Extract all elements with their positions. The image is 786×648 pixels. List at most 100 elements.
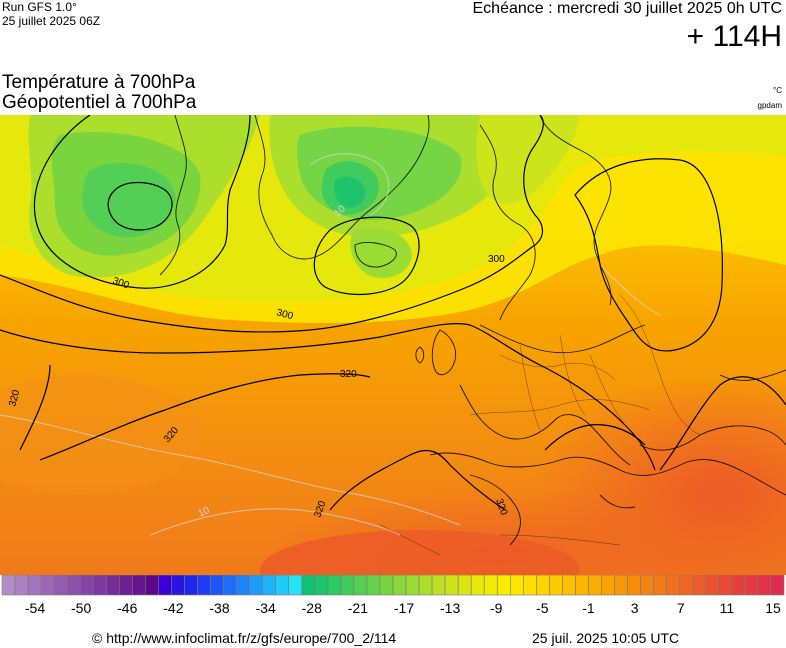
- contour-320-main: [0, 322, 656, 471]
- color-swatch: [14, 575, 29, 596]
- source-url[interactable]: © http://www.infoclimat.fr/z/gfs/europe/…: [92, 630, 397, 646]
- color-swatch: [366, 575, 381, 596]
- color-swatch: [27, 575, 42, 596]
- run-label: Run GFS 1.0°: [2, 0, 77, 14]
- color-swatch: [666, 575, 681, 596]
- color-swatch: [588, 575, 602, 596]
- contour-label-320-center: 320: [340, 369, 357, 380]
- color-swatch: [262, 575, 277, 596]
- map-title-geopotential: Géopotentiel à 700hPa: [2, 92, 197, 113]
- contour-label-300-center: 300: [275, 307, 294, 322]
- color-swatch: [119, 575, 133, 596]
- warm-zone-africa: [260, 530, 580, 575]
- color-swatch: [744, 575, 759, 596]
- color-scale-tick-label: -28: [301, 600, 322, 616]
- contour-320-east: [659, 376, 786, 471]
- color-scale-tick-label: 15: [765, 600, 781, 616]
- color-swatch: [509, 575, 524, 596]
- contour-300-main: [0, 115, 544, 333]
- color-swatch: [379, 575, 394, 596]
- cold-zone-iceland: [350, 227, 412, 279]
- generation-time: 25 juil. 2025 10:05 UTC: [532, 630, 680, 646]
- color-swatch: [679, 575, 694, 596]
- cold-zone-scandinavia: [476, 115, 580, 204]
- color-swatch: [549, 575, 563, 596]
- color-swatch: [132, 575, 146, 596]
- color-swatch: [483, 575, 498, 596]
- color-swatch: [340, 575, 355, 596]
- color-swatch: [210, 575, 224, 596]
- color-swatch: [40, 575, 55, 596]
- cold-zone-north-center: [334, 176, 366, 208]
- color-scale-tick-label: -38: [209, 600, 230, 616]
- color-swatch: [418, 575, 433, 596]
- color-swatch: [562, 575, 576, 596]
- contour-300-east: [574, 158, 723, 352]
- color-swatch: [301, 575, 316, 596]
- color-scale-tick-label: 3: [630, 600, 639, 616]
- unit-geopotential: gpdam: [757, 101, 782, 110]
- color-swatch: [197, 575, 211, 596]
- color-swatch: [457, 575, 472, 596]
- isotherm-label-10-west: 10: [197, 505, 212, 520]
- color-swatch: [627, 575, 641, 596]
- unit-temperature: °C: [773, 86, 782, 95]
- color-scale-tick-label: -1: [582, 600, 595, 616]
- color-swatch: [314, 575, 329, 596]
- color-swatch: [53, 575, 68, 596]
- lead-time: + 114H: [686, 20, 782, 53]
- color-swatch: [223, 575, 237, 596]
- color-scale-tick-label: -50: [71, 600, 92, 616]
- color-scale-tick-label: -42: [163, 600, 184, 616]
- color-swatch: [275, 575, 290, 596]
- color-swatch: [653, 575, 667, 596]
- color-swatch: [158, 575, 172, 596]
- contour-300-low-north: [313, 216, 420, 296]
- contour-label-300-east: 300: [488, 254, 505, 265]
- country-borders: [379, 294, 701, 556]
- color-swatch: [496, 575, 511, 596]
- color-swatch: [353, 575, 368, 596]
- color-swatch: [601, 575, 615, 596]
- color-swatch: [718, 575, 733, 596]
- cold-zone-west-inner: [81, 163, 176, 238]
- color-swatch: [184, 575, 198, 596]
- forecast-valid-time: Echéance : mercredi 30 juillet 2025 0h U…: [472, 0, 783, 17]
- color-scale-tick-label: -5: [536, 600, 549, 616]
- color-swatch: [523, 575, 537, 596]
- color-swatch: [1, 575, 16, 596]
- color-scale-tick-label: -34: [255, 600, 276, 616]
- contour-300-low-west: [107, 181, 173, 231]
- contour-320-southeast: [544, 424, 646, 451]
- color-swatch: [731, 575, 746, 596]
- run-date: 25 juillet 2025 06Z: [2, 14, 101, 28]
- color-swatch: [66, 575, 81, 596]
- geopotential-contours: [0, 115, 786, 511]
- color-scale-tick-label: -21: [347, 600, 368, 616]
- contour-320-south: [329, 450, 506, 511]
- color-swatch: [705, 575, 720, 596]
- coastlines: [159, 115, 786, 546]
- color-swatch: [92, 575, 107, 596]
- color-swatch: [614, 575, 628, 596]
- color-scale-tick-label: -46: [117, 600, 138, 616]
- color-swatch: [145, 575, 159, 596]
- color-scale-tick-label: 11: [719, 600, 735, 616]
- color-swatch: [405, 575, 420, 596]
- color-swatch: [79, 575, 94, 596]
- color-swatch: [392, 575, 407, 596]
- color-scale: [1, 575, 785, 596]
- color-scale-tick-label: -9: [490, 600, 503, 616]
- contour-320-mid: [39, 373, 371, 461]
- color-swatch: [757, 575, 772, 596]
- color-swatch: [536, 575, 550, 596]
- isotherms: [0, 153, 661, 536]
- contour-300-outer-west: [33, 115, 251, 289]
- color-swatch: [249, 575, 263, 596]
- color-swatch: [171, 575, 185, 596]
- color-swatch: [327, 575, 342, 596]
- map-title-temperature: Température à 700hPa: [2, 72, 196, 93]
- color-swatch: [288, 575, 303, 596]
- color-scale-ticks: -54 -50 -46 -42 -38 -34 -28 -21 -17 -13 -9 -5 -1 3 7 11…: [0, 600, 786, 618]
- weather-map: 10 10 300 300 300 320 320 320 320 320: [0, 115, 786, 575]
